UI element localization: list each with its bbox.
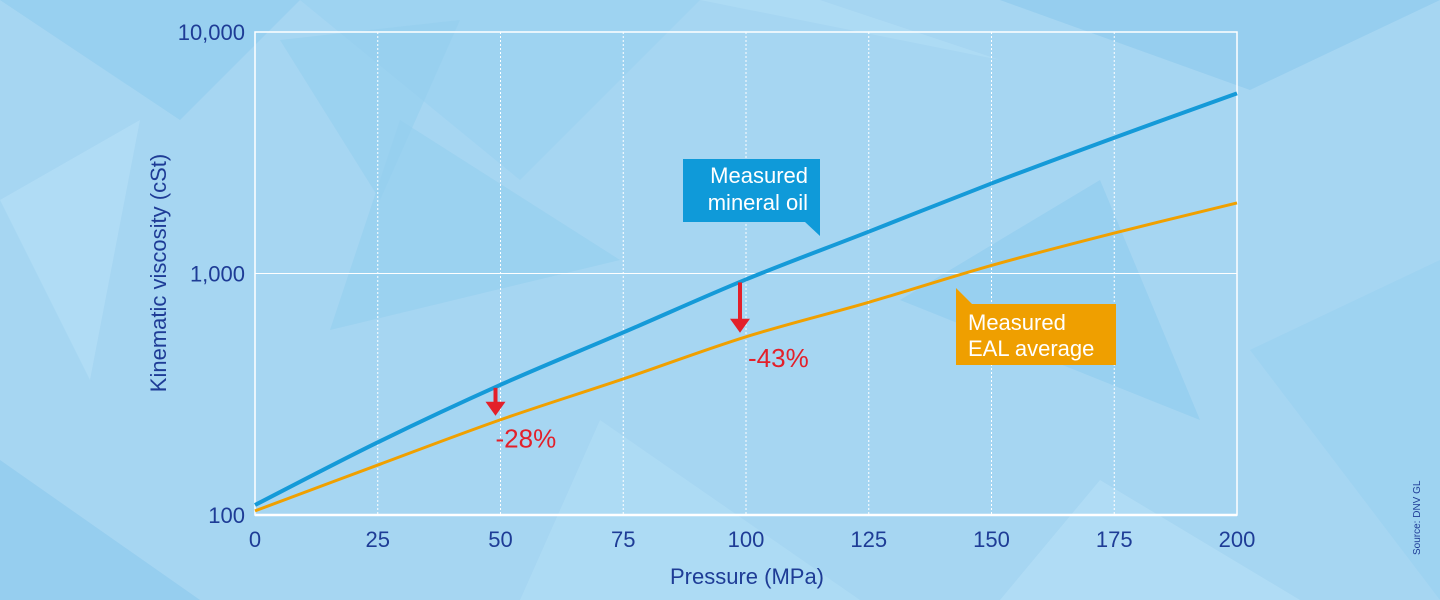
background-facet [0,120,140,380]
x-tick-label: 175 [1096,527,1133,552]
tick-labels: 0 25 50 75 100 125 150 175 200 100 1,000 10,000 [178,20,1256,552]
background-facet [1250,260,1440,600]
arrow-down-icon [730,318,750,333]
y-axis-label: Kinematic viscosity (cSt) [146,154,171,392]
background-facet [520,420,860,600]
y-tick-label: 10,000 [178,20,245,45]
eal-average-line [254,201,1238,513]
y-tick-label: 1,000 [190,262,245,287]
callout-mineral-oil: Measured mineral oil [683,159,820,236]
x-tick-label: 200 [1219,527,1256,552]
background-facet [280,20,460,200]
reduction-label: -28% [496,424,557,454]
x-tick-label: 25 [366,527,390,552]
series-lines [254,91,1238,513]
background-facet [1000,0,1440,90]
x-tick-label: 125 [850,527,887,552]
y-tick-label: 100 [208,503,245,528]
arrow-down-icon [485,401,506,416]
callout-eal-average: Measured EAL average [956,288,1116,365]
background-facet [700,0,1000,60]
annotations: -28% -43% [485,282,809,454]
background-facet [900,180,1200,420]
callout-line-1: Measured [710,163,808,188]
background-facet [0,0,300,120]
grid [254,31,1238,517]
callout-line-2: EAL average [968,336,1094,361]
x-axis-label: Pressure (MPa) [670,564,824,589]
x-tick-label: 100 [728,527,765,552]
background-facet [0,460,200,600]
x-tick-label: 50 [488,527,512,552]
reduction-label: -43% [748,343,809,373]
callout-line-1: Measured [968,310,1066,335]
source-note: Source: DNV GL [1412,480,1423,555]
x-tick-label: 75 [611,527,635,552]
background-facet [1000,480,1300,600]
x-tick-label: 0 [249,527,261,552]
x-tick-label: 150 [973,527,1010,552]
callout-line-2: mineral oil [708,190,808,215]
mineral-oil-line [254,91,1238,507]
background-facet [330,120,620,330]
